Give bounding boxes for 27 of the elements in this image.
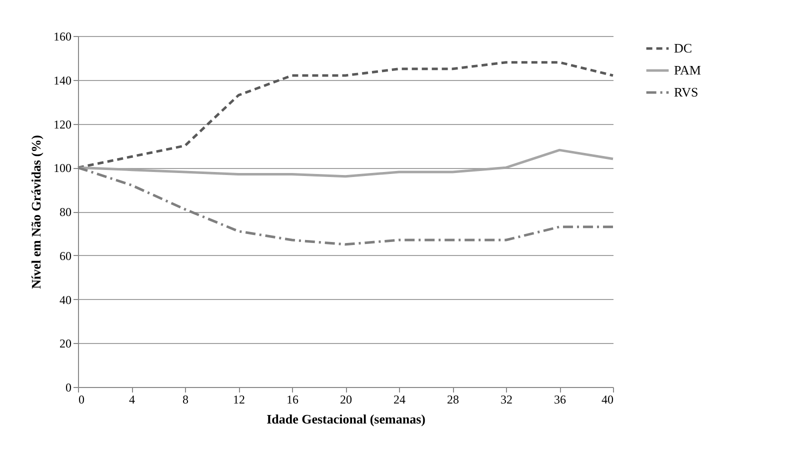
y-tick-label: 0 <box>66 380 72 394</box>
legend-label: RVS <box>674 84 698 100</box>
line-series <box>76 61 614 169</box>
x-tick-label: 0 <box>78 392 84 406</box>
x-tick-label: 4 <box>129 392 135 406</box>
x-tick-label: 36 <box>554 392 566 406</box>
y-tick-label: 120 <box>54 117 72 132</box>
x-tick-label: 40 <box>602 392 614 406</box>
legend-label: DC <box>674 40 692 56</box>
x-tick-label: 8 <box>182 392 188 406</box>
y-tick-label: 60 <box>60 248 72 263</box>
x-axis-title: Idade Gestacional (semanas) <box>266 412 426 426</box>
x-tick-label: 28 <box>447 392 459 406</box>
y-tick-label: 20 <box>60 336 72 351</box>
line-series <box>76 148 614 178</box>
y-tick-label: 80 <box>60 205 72 219</box>
y-tick-label: 40 <box>60 292 72 307</box>
x-tick-label: 12 <box>233 392 245 406</box>
y-axis-title: Nível em Não Grávidas (%) <box>28 135 44 289</box>
legend-label: PAM <box>674 62 702 78</box>
y-tick-label: 140 <box>54 73 72 88</box>
x-tick-label: 16 <box>286 392 298 406</box>
x-tick-label: 24 <box>394 392 406 406</box>
y-tick-label: 160 <box>54 30 72 44</box>
x-tick-label: 20 <box>340 392 352 406</box>
y-tick-label: 100 <box>54 161 72 176</box>
x-tick-label: 32 <box>500 392 512 406</box>
